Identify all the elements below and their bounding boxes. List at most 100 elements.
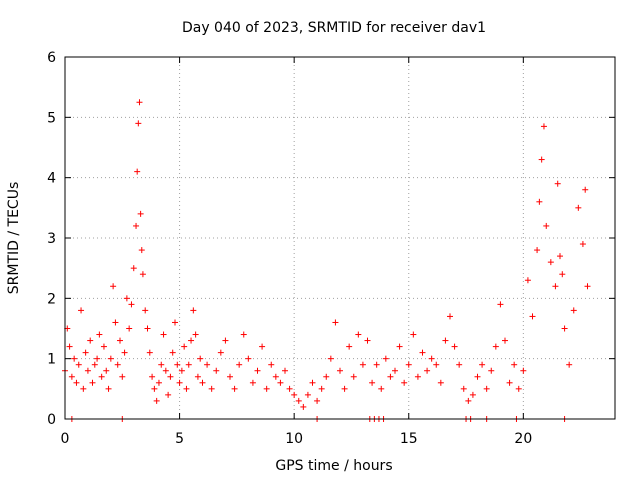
data-point (231, 385, 238, 392)
data-point (515, 385, 522, 392)
data-point (144, 325, 151, 332)
data-point (174, 361, 181, 368)
data-point (437, 379, 444, 386)
chart-title: Day 040 of 2023, SRMTID for receiver dav… (182, 20, 486, 36)
data-point (136, 99, 143, 106)
data-point (557, 253, 563, 260)
data-point (130, 265, 137, 272)
data-point (286, 385, 293, 392)
data-point (502, 337, 508, 344)
y-tick-label: 6 (47, 50, 56, 66)
plot-frame (64, 56, 616, 420)
data-point (300, 403, 307, 410)
data-point (66, 343, 73, 350)
data-point (158, 361, 165, 368)
data-point (401, 379, 408, 386)
data-point (204, 361, 211, 368)
data-point (538, 156, 545, 163)
data-point (134, 168, 141, 175)
y-axis-label: SRMTID / TECUs (6, 182, 22, 295)
data-point (222, 337, 229, 344)
data-point (419, 349, 426, 356)
data-point (176, 379, 183, 386)
x-tick-label: 15 (400, 431, 418, 447)
data-point (584, 283, 591, 290)
data-point (142, 307, 149, 314)
data-point (433, 361, 440, 368)
data-point (114, 361, 121, 368)
y-tick-label: 2 (47, 291, 56, 307)
data-point (208, 385, 215, 392)
data-point (197, 355, 204, 362)
data-point (167, 373, 174, 380)
data-point (447, 313, 453, 320)
data-point (337, 367, 343, 374)
data-point (327, 355, 334, 362)
data-point (249, 379, 256, 386)
data-point (240, 331, 247, 338)
data-point (575, 204, 582, 211)
data-point (414, 373, 421, 380)
data-point (405, 361, 412, 368)
x-axis-ticks: 0 5 10 15 20 (61, 57, 532, 447)
data-point (121, 349, 128, 356)
data-point (410, 331, 417, 338)
data-point (263, 385, 270, 392)
data-point (355, 331, 362, 338)
data-point (364, 337, 371, 344)
data-point (534, 247, 541, 254)
data-point (566, 361, 573, 368)
data-point (103, 367, 110, 374)
data-point (272, 373, 279, 380)
data-point (71, 355, 78, 362)
data-point (213, 367, 220, 374)
data-point (84, 367, 91, 374)
data-point (561, 325, 568, 332)
data-point (582, 186, 589, 193)
data-point (442, 337, 449, 344)
data-point (165, 391, 172, 398)
y-tick-label: 4 (47, 171, 56, 187)
data-point (91, 361, 98, 368)
y-tick-label: 3 (47, 231, 56, 247)
data-point (332, 319, 339, 326)
data-point (314, 397, 321, 404)
grid-lines (65, 57, 615, 419)
data-point (529, 313, 536, 320)
data-point (137, 210, 144, 217)
data-point (117, 337, 123, 344)
data-point (96, 331, 103, 338)
data-point (190, 307, 197, 314)
data-point (524, 277, 531, 284)
data-point (282, 367, 288, 374)
data-point (387, 373, 394, 380)
data-point (153, 397, 160, 404)
data-point (107, 355, 114, 362)
data-point (268, 361, 275, 368)
data-point (185, 361, 192, 368)
data-point (341, 385, 348, 392)
data-point (318, 385, 325, 392)
data-point (100, 343, 107, 350)
data-point (128, 301, 135, 308)
data-point (323, 373, 330, 380)
x-axis-label: GPS time / hours (275, 458, 392, 474)
data-point (217, 349, 224, 356)
data-point (254, 367, 261, 374)
data-point (78, 307, 85, 314)
x-tick-label: 10 (285, 431, 303, 447)
data-point (194, 373, 201, 380)
data-point (89, 379, 96, 386)
data-point (155, 379, 162, 386)
data-point (465, 397, 472, 404)
data-point (346, 343, 353, 350)
y-tick-label: 5 (47, 110, 56, 126)
data-point (554, 180, 561, 187)
data-point (123, 295, 130, 302)
data-point (559, 271, 566, 278)
data-point (424, 367, 431, 374)
data-point (112, 319, 119, 326)
x-tick-label: 0 (61, 431, 70, 447)
data-point (547, 259, 554, 266)
